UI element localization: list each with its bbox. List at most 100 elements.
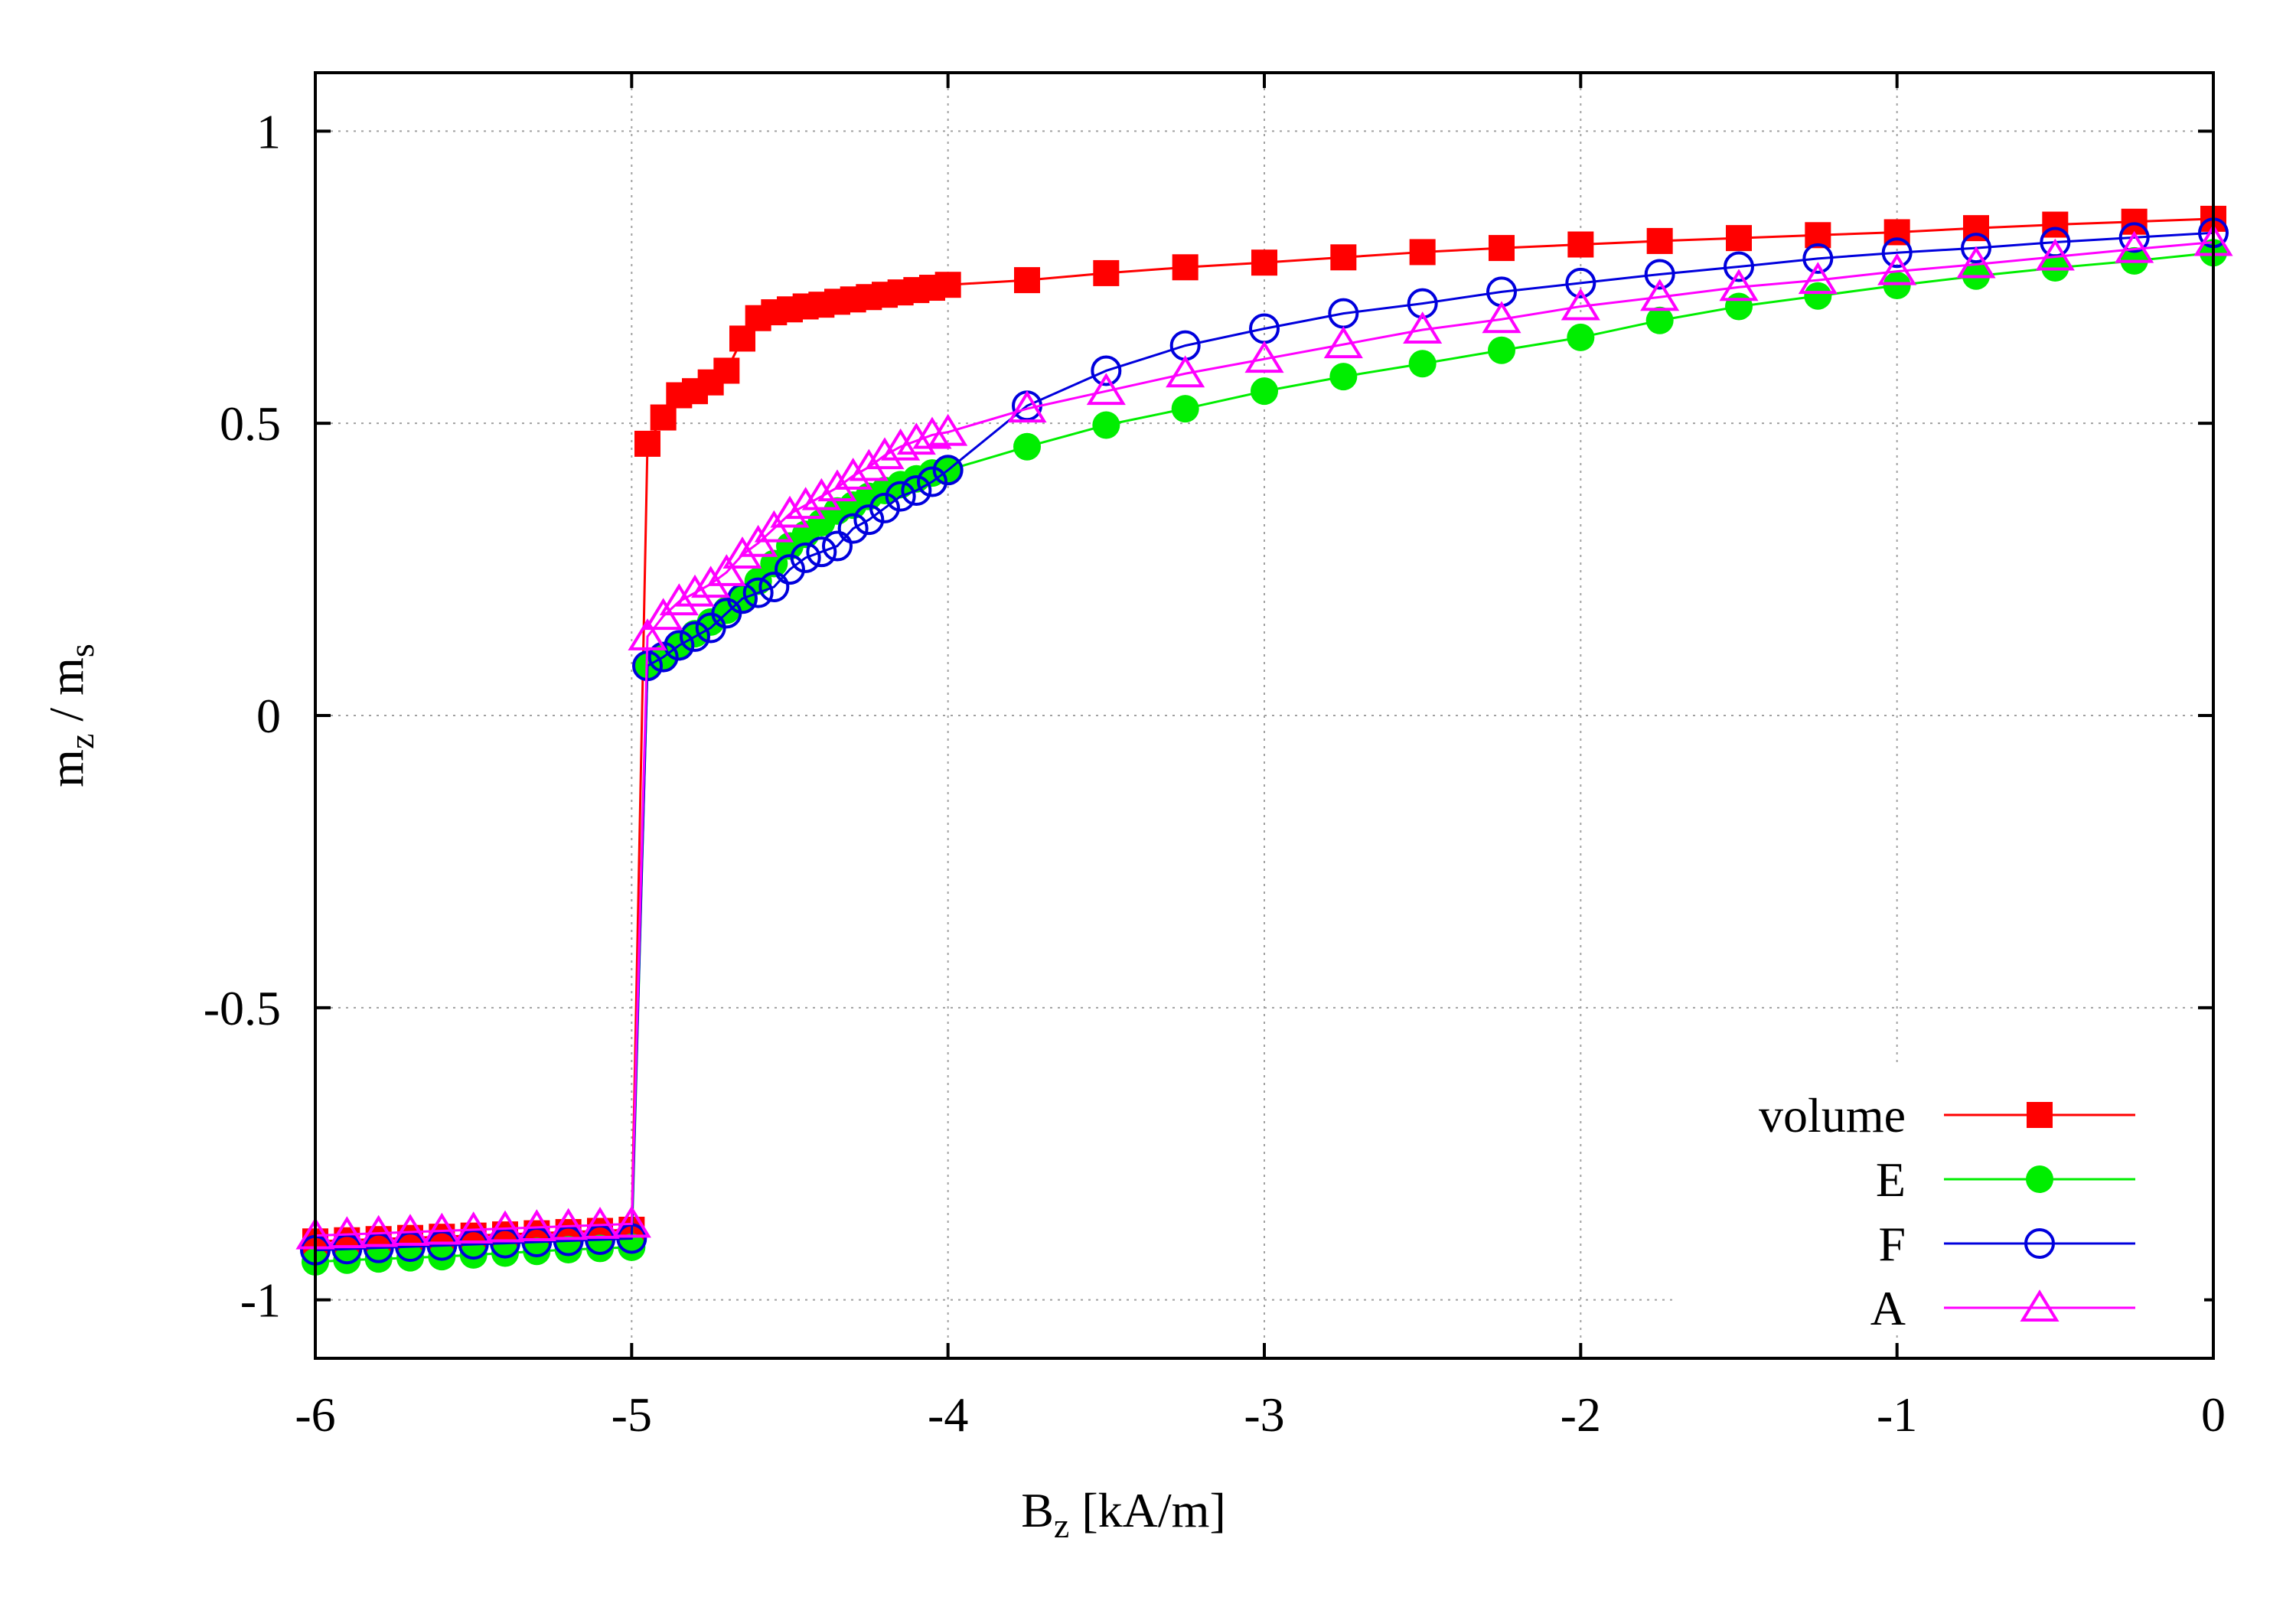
data-point-e [1567,323,1595,351]
legend-entry-f: F [1878,1217,2135,1271]
data-point-e [1408,350,1437,378]
x-tick-label: -2 [1561,1387,1601,1442]
data-point-a [628,618,667,650]
legend-entry-a: A [1870,1281,2135,1335]
data-point-a [580,1207,620,1239]
data-point-a [1403,311,1443,344]
data-point-a [2115,230,2154,263]
data-point-f [1644,259,1675,290]
data-point-a [612,1205,651,1238]
data-point-a [1323,326,1363,359]
y-tick-label: 1 [256,104,281,158]
data-point-e [554,1235,582,1263]
data-point-a [706,554,746,586]
data-point-e [396,1244,424,1272]
legend: volume EFA [1759,1088,2135,1335]
legend-entry-e: E [1876,1152,2135,1207]
data-point-f [647,641,679,673]
data-point-e [428,1243,456,1271]
ticks: -6 -5 -4 -3 -2 -1 0 -1 -0.5 0 0.5 1 [204,73,2226,1442]
data-point-e [523,1237,551,1266]
data-point-volume [1014,267,1040,294]
data-point-a [817,469,857,502]
data-point-volume [1251,249,1277,276]
data-point-a [1244,341,1284,373]
data-point-f [1091,355,1122,386]
data-point-a [1166,355,1205,388]
data-point-e [1329,363,1358,391]
data-point-f [806,536,837,568]
data-point-e [1488,336,1515,364]
data-point-a [833,458,873,490]
data-point-f [1802,243,1834,274]
data-point-f [664,630,695,661]
series-line-f [315,231,2214,1252]
data-point-f [1724,251,1754,282]
legend-label-f: F [1878,1217,1906,1271]
data-point-e [459,1240,488,1269]
data-point-a [390,1214,430,1247]
data-point-f [901,475,932,506]
legend-background [1676,1068,2204,1335]
data-point-f [758,572,790,602]
data-point-f [837,513,869,544]
data-point-a [1007,390,1047,423]
data-point-e [1804,282,1832,310]
series-f [300,217,2229,1266]
data-point-e [364,1245,393,1273]
y-tick-label: 0 [256,689,281,743]
data-point-a [422,1212,461,1245]
data-point-f [932,455,964,486]
data-point-e [1883,271,1911,299]
data-point-a [517,1209,556,1241]
data-point-a [881,428,921,461]
legend-marker-e [2026,1165,2053,1193]
data-point-a [2035,238,2075,271]
data-point-volume [713,357,740,384]
y-tick-label: 0.5 [220,396,281,451]
data-point-a [675,574,715,607]
legend-entry-volume: volume [1759,1088,2135,1143]
y-tick-label: -0.5 [204,981,281,1035]
data-point-f [2118,222,2150,253]
data-point-e [333,1246,361,1274]
data-point-a [454,1211,494,1244]
data-point-a [691,566,731,598]
y-tick-label: -1 [240,1273,281,1328]
data-point-volume [934,272,961,298]
data-point-e [1645,306,1674,334]
data-point-a [1877,253,1917,285]
series-layer [295,205,2233,1276]
data-point-f [853,504,885,536]
data-point-a [327,1216,367,1249]
data-point-a [359,1214,399,1247]
data-point-a [896,422,936,455]
data-point-a [912,416,952,449]
data-point-f [790,542,821,573]
data-point-e [1725,292,1753,321]
x-tick-label: 0 [2201,1387,2226,1442]
data-point-a [1561,288,1600,321]
data-point-e [491,1239,519,1267]
x-tick-label: -5 [612,1387,652,1442]
legend-label-e: E [1876,1152,1906,1207]
data-point-a [659,583,699,616]
data-point-f [1881,237,1913,269]
data-point-a [801,478,841,510]
data-point-volume [1646,227,1673,254]
data-point-f [1565,267,1596,298]
data-point-f [869,492,900,523]
data-point-e [1092,411,1120,439]
x-tick-label: -1 [1877,1387,1917,1442]
data-point-volume [2121,208,2148,235]
data-point-e [586,1234,614,1263]
data-point-volume [1726,225,1752,252]
data-point-e [1251,377,1278,406]
data-point-volume [650,404,677,431]
data-point-a [1482,301,1521,334]
data-point-e [1013,432,1041,461]
data-point-a [1640,279,1680,311]
data-point-e [1171,395,1199,423]
x-tick-label: -4 [928,1387,968,1442]
